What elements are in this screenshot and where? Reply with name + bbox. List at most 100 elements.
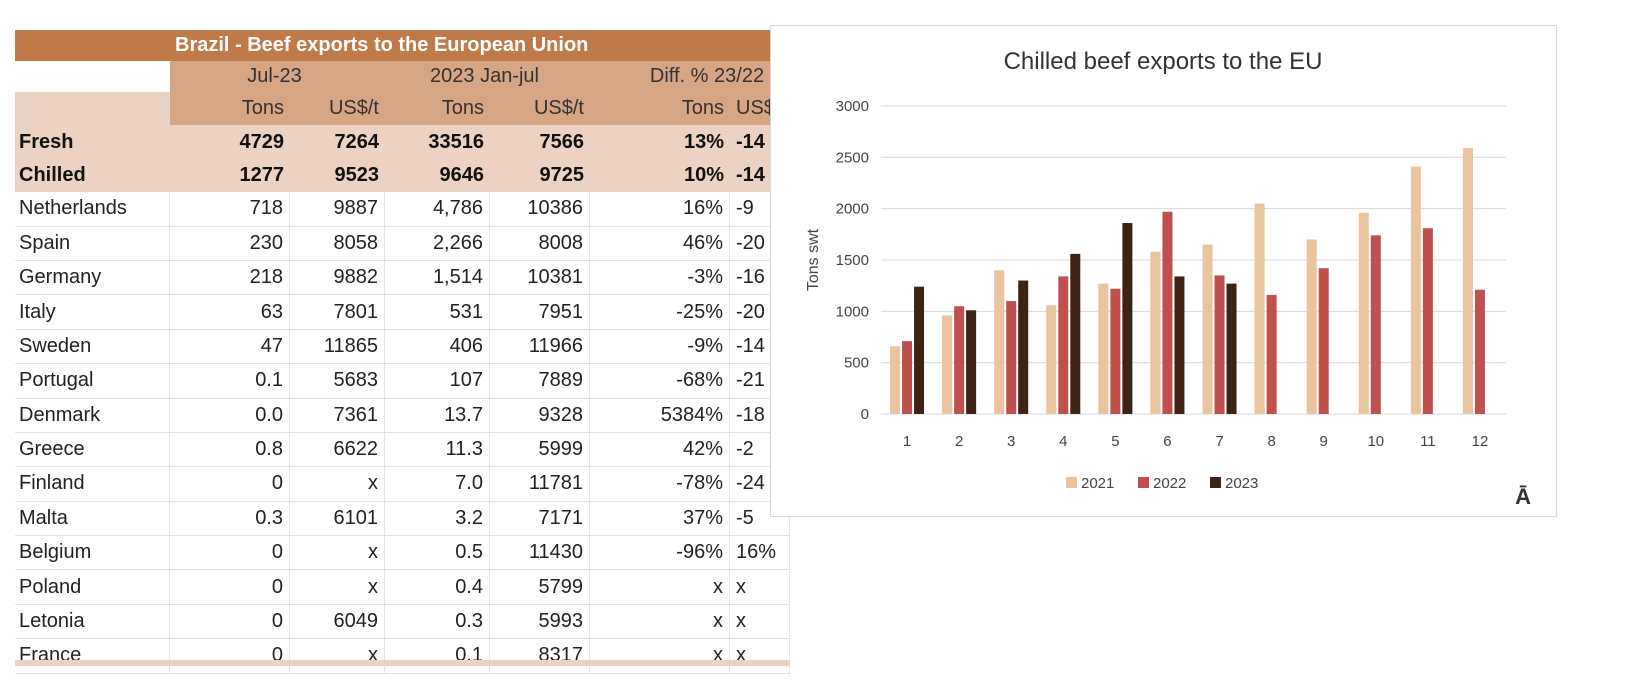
table-row: Chilled 1277 9523 9646 9725 10% -14 [15, 158, 790, 193]
legend-swatch-2023 [1210, 477, 1221, 488]
header-blank [15, 61, 170, 92]
column-header: US$/t [328, 97, 379, 120]
table-cell: 0 [170, 604, 290, 639]
legend-swatch-2022 [1138, 477, 1149, 488]
chart-title: Chilled beef exports to the EU [1004, 48, 1323, 75]
table-cell: 7566 [539, 130, 585, 153]
x-tick-label: 12 [1472, 433, 1489, 450]
table-cell: 42% [590, 432, 730, 467]
y-tick-label: 500 [844, 355, 869, 372]
table-cell: 9646 [439, 163, 485, 186]
table-cell: 11781 [490, 467, 590, 501]
bar-2021-5 [1098, 283, 1109, 414]
table-cell: x [730, 639, 790, 673]
row-label: France [15, 639, 170, 673]
table-cell: 11865 [290, 329, 385, 364]
bar-2023-4 [1070, 253, 1081, 414]
chart-svg: Chilled beef exports to the EU0500100015… [805, 48, 1531, 509]
bar-2022-1 [902, 341, 913, 414]
table-cell: 0.0 [170, 398, 290, 432]
table-cell: 406 [385, 329, 490, 364]
x-tick-label: 4 [1059, 433, 1067, 450]
table-cell: 33516 [428, 130, 484, 153]
corner-mark: Ā [1515, 484, 1531, 509]
table-cell: 0.8 [170, 432, 290, 467]
table-cell: 10381 [490, 260, 590, 295]
table-row: France 0 x 0.1 8317 x x [15, 639, 790, 674]
table-cell: x [730, 604, 790, 639]
table-cell: x [290, 536, 385, 570]
table-cell: 37% [590, 501, 730, 536]
table-cell: -14 [736, 163, 765, 186]
table-cell: 9328 [490, 398, 590, 432]
legend-label: 2021 [1081, 475, 1114, 492]
y-tick-label: 2500 [836, 149, 869, 166]
row-label: Spain [15, 226, 170, 260]
row-label: Sweden [15, 329, 170, 364]
table-cell: -3% [590, 260, 730, 295]
legend-swatch-2021 [1066, 477, 1077, 488]
table-cell: 7264 [334, 130, 380, 153]
bar-2023-6 [1174, 276, 1185, 414]
table-cell: 46% [590, 226, 730, 260]
row-label: Belgium [15, 536, 170, 570]
bar-2021-11 [1410, 166, 1421, 414]
x-tick-label: 1 [903, 433, 911, 450]
table-cell: 16% [590, 192, 730, 226]
table-cell: 7171 [490, 501, 590, 536]
table-cell: 0.4 [385, 570, 490, 604]
table-row: Denmark 0.0 7361 13.7 9328 5384% -18 [15, 398, 790, 433]
table-cell: -68% [590, 364, 730, 398]
table-cell: 11430 [490, 536, 590, 570]
table-row: Italy 63 7801 531 7951 -25% -20 [15, 295, 790, 330]
bar-2021-6 [1150, 251, 1161, 414]
table-row: Poland 0 x 0.4 5799 x x [15, 570, 790, 605]
table-cell: x [590, 604, 730, 639]
table-cell: 0 [170, 536, 290, 570]
table-row: Netherlands 718 9887 4,786 10386 16% -9 [15, 192, 790, 227]
x-tick-label: 11 [1420, 433, 1436, 450]
row-label: Italy [15, 295, 170, 329]
table-cell: 6049 [290, 604, 385, 639]
table-cell: 9887 [290, 192, 385, 226]
bar-2021-9 [1306, 239, 1317, 414]
bar-2022-7 [1214, 275, 1225, 414]
bar-2022-12 [1474, 289, 1485, 414]
table-cell: 718 [170, 192, 290, 226]
table-cell: 1,514 [385, 260, 490, 295]
table-footer-bar [15, 660, 790, 666]
table-cell: x [290, 639, 385, 673]
row-label: Germany [15, 260, 170, 295]
x-tick-label: 10 [1367, 433, 1384, 450]
table-cell: x [290, 570, 385, 604]
table-cell: -25% [590, 295, 730, 329]
table-cell: 8317 [490, 639, 590, 673]
bar-2021-2 [942, 315, 953, 414]
bar-2021-3 [994, 270, 1005, 414]
table-cell: 218 [170, 260, 290, 295]
table-cell: 6101 [290, 501, 385, 536]
table-cell: 5683 [290, 364, 385, 398]
table-cell: 107 [385, 364, 490, 398]
table-cell: 9882 [290, 260, 385, 295]
x-tick-label: 5 [1111, 433, 1119, 450]
bar-2022-4 [1058, 276, 1069, 414]
row-label: Netherlands [15, 192, 170, 226]
table-title: Brazil - Beef exports to the European Un… [15, 30, 790, 61]
bar-2021-8 [1254, 203, 1265, 414]
table-cell: x [730, 570, 790, 604]
bar-2022-8 [1266, 294, 1277, 414]
table-cell: 230 [170, 226, 290, 260]
chilled-beef-chart: Chilled beef exports to the EU 0 500 1000 15… [770, 25, 1557, 517]
x-tick-label: 3 [1007, 433, 1015, 450]
table-cell: 0 [170, 639, 290, 673]
table-cell: -14 [736, 130, 765, 153]
table-cell: 10% [683, 163, 724, 186]
row-label: Greece [15, 432, 170, 467]
header-blank [15, 92, 170, 126]
table-cell: 8008 [490, 226, 590, 260]
bar-2022-6 [1162, 211, 1173, 414]
row-label: Finland [15, 467, 170, 501]
y-axis-label: Tons swt [805, 228, 822, 291]
table-cell: 4729 [239, 130, 285, 153]
